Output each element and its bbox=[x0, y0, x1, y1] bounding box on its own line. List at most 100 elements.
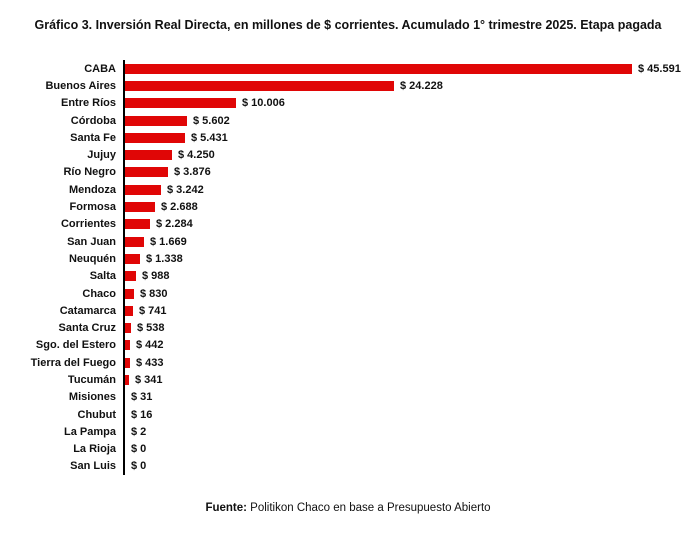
bar bbox=[125, 271, 136, 282]
value-label: $ 988 bbox=[142, 270, 170, 283]
category-label: Entre Ríos bbox=[60, 97, 116, 110]
category-label: Jujuy bbox=[87, 149, 116, 162]
value-label: $ 830 bbox=[140, 287, 168, 300]
bar-row: Río Negro $ 3.876 bbox=[8, 163, 688, 182]
category-label: Chaco bbox=[82, 287, 116, 300]
value-label: $ 2.688 bbox=[161, 201, 198, 214]
bar-row: Santa Fe $ 5.431 bbox=[8, 129, 688, 147]
bar bbox=[125, 305, 133, 316]
bar-area: $ 988 bbox=[123, 267, 688, 285]
category-label: La Pampa bbox=[64, 425, 116, 438]
bar-area: $ 31 bbox=[123, 388, 688, 406]
bar bbox=[125, 150, 172, 161]
bar-row: Jujuy $ 4.250 bbox=[8, 146, 688, 164]
value-label: $ 31 bbox=[131, 391, 153, 404]
bar-area: $ 2.284 bbox=[123, 215, 688, 233]
bar-area: $ 433 bbox=[123, 354, 688, 372]
bar-row: Buenos Aires $ 24.228 bbox=[8, 77, 688, 95]
bar bbox=[125, 374, 129, 385]
bar-area: $ 2 bbox=[123, 423, 688, 441]
value-label: $ 16 bbox=[131, 408, 153, 421]
bar-row: Catamarca $ 741 bbox=[8, 302, 688, 320]
bar-area: $ 5.602 bbox=[123, 111, 688, 130]
value-label: $ 2 bbox=[131, 425, 147, 438]
bar-area: $ 10.006 bbox=[123, 94, 688, 112]
bar-row: Entre Ríos $ 10.006 bbox=[8, 94, 688, 112]
category-label: Catamarca bbox=[59, 304, 116, 317]
category-label: Córdoba bbox=[70, 114, 116, 127]
bar-row: Corrientes $ 2.284 bbox=[8, 215, 688, 233]
category-label: Formosa bbox=[69, 201, 116, 214]
bar-row: Mendoza $ 3.242 bbox=[8, 181, 688, 199]
value-label: $ 5.602 bbox=[193, 114, 230, 127]
value-label: $ 0 bbox=[131, 460, 147, 473]
bar-row: Sgo. del Estero $ 442 bbox=[8, 336, 688, 355]
value-label: $ 341 bbox=[135, 373, 163, 386]
category-label: Tierra del Fuego bbox=[30, 356, 116, 369]
category-label: San Luis bbox=[70, 460, 116, 473]
bar bbox=[125, 357, 130, 368]
value-label: $ 4.250 bbox=[178, 149, 215, 162]
value-label: $ 442 bbox=[136, 339, 164, 352]
bar-row: CABA $ 45.591 bbox=[8, 60, 688, 78]
bar-area: $ 741 bbox=[123, 302, 688, 320]
bar-row: San Juan $ 1.669 bbox=[8, 232, 688, 251]
bar-area: $ 3.876 bbox=[123, 163, 688, 182]
value-label: $ 538 bbox=[137, 322, 165, 335]
bar bbox=[125, 132, 185, 143]
category-label: San Juan bbox=[67, 235, 116, 248]
value-label: $ 5.431 bbox=[191, 131, 228, 144]
bar-area: $ 1.669 bbox=[123, 232, 688, 251]
bar bbox=[125, 98, 236, 109]
value-label: $ 3.876 bbox=[174, 166, 211, 179]
value-label: $ 2.284 bbox=[156, 218, 193, 231]
bar-row: La Pampa $ 2 bbox=[8, 423, 688, 441]
category-label: Buenos Aires bbox=[45, 79, 116, 92]
source-note-text: Politikon Chaco en base a Presupuesto Ab… bbox=[246, 502, 491, 514]
bar bbox=[125, 323, 131, 334]
bar-area: $ 16 bbox=[123, 405, 688, 424]
bar-area: $ 4.250 bbox=[123, 146, 688, 164]
bar-row: Córdoba $ 5.602 bbox=[8, 111, 688, 130]
category-label: Neuquén bbox=[68, 252, 116, 265]
value-label: $ 1.338 bbox=[146, 252, 183, 265]
category-label: Mendoza bbox=[68, 183, 116, 196]
bar-row: Chubut $ 16 bbox=[8, 405, 688, 424]
value-label: $ 741 bbox=[139, 304, 167, 317]
bar-row: La Rioja $ 0 bbox=[8, 440, 688, 458]
bar-row: Tierra del Fuego $ 433 bbox=[8, 354, 688, 372]
bar-row: San Luis $ 0 bbox=[8, 457, 688, 476]
bar bbox=[125, 202, 155, 213]
category-label: Tucumán bbox=[67, 373, 116, 386]
bar-area: $ 5.431 bbox=[123, 129, 688, 147]
category-label: Río Negro bbox=[63, 166, 116, 179]
bar-row: Santa Cruz $ 538 bbox=[8, 319, 688, 337]
source-note: Fuente: Politikon Chaco en base a Presup… bbox=[0, 502, 696, 514]
category-label: Chubut bbox=[77, 408, 116, 421]
category-label: CABA bbox=[84, 62, 116, 75]
bar bbox=[125, 340, 130, 351]
bar-area: $ 0 bbox=[123, 440, 688, 458]
chart-title: Gráfico 3. Inversión Real Directa, en mi… bbox=[34, 18, 662, 32]
bar bbox=[125, 236, 144, 247]
bar bbox=[125, 167, 168, 178]
bar-row: Misiones $ 31 bbox=[8, 388, 688, 406]
category-label: Salta bbox=[89, 270, 116, 283]
bar-row: Chaco $ 830 bbox=[8, 284, 688, 303]
bar bbox=[125, 80, 394, 91]
bar-row: Neuquén $ 1.338 bbox=[8, 250, 688, 268]
category-label: Santa Fe bbox=[70, 131, 116, 144]
bar-area: $ 442 bbox=[123, 336, 688, 355]
category-label: La Rioja bbox=[73, 443, 116, 456]
value-label: $ 433 bbox=[136, 356, 164, 369]
bar-area: $ 538 bbox=[123, 319, 688, 337]
category-label: Corrientes bbox=[60, 218, 116, 231]
bar-area: $ 24.228 bbox=[123, 77, 688, 95]
value-label: $ 0 bbox=[131, 443, 147, 456]
bar-row: Salta $ 988 bbox=[8, 267, 688, 285]
value-label: $ 24.228 bbox=[400, 79, 443, 92]
bar bbox=[125, 253, 140, 264]
bar bbox=[125, 219, 150, 230]
bar bbox=[125, 184, 161, 195]
